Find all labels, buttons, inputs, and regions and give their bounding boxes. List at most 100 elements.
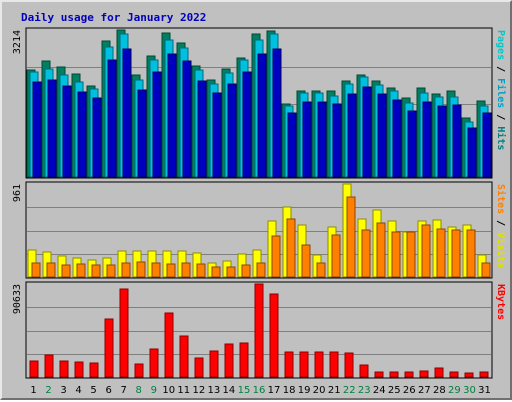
bar-visits-sites-day-21 <box>331 234 341 278</box>
bar-kbytes-kbytes-day-23 <box>359 364 369 378</box>
bar-visits-sites-day-26 <box>406 231 416 278</box>
bar-kbytes-kbytes-day-25 <box>389 371 399 378</box>
bar-hits-pages-day-23 <box>362 86 372 178</box>
day-label-31: 31 <box>478 385 491 396</box>
bar-hits-pages-day-22 <box>347 93 357 178</box>
bar-kbytes-kbytes-day-17 <box>269 293 279 378</box>
day-label-24: 24 <box>373 385 386 396</box>
day-label-12: 12 <box>193 385 206 396</box>
bar-kbytes-kbytes-day-8 <box>134 363 144 378</box>
bar-kbytes-kbytes-day-6 <box>104 318 114 378</box>
day-label-11: 11 <box>177 385 190 396</box>
side-legend-hits-part-1: / <box>495 60 506 78</box>
bar-kbytes-kbytes-day-16 <box>254 283 264 378</box>
day-label-7: 7 <box>121 385 127 396</box>
bar-visits-sites-day-13 <box>211 266 221 278</box>
bar-hits-pages-day-1 <box>32 81 42 178</box>
bar-hits-pages-day-12 <box>197 80 207 178</box>
side-legend-kbytes-part-0: KBytes <box>495 284 506 320</box>
bar-kbytes-kbytes-day-14 <box>224 343 234 378</box>
day-label-25: 25 <box>388 385 401 396</box>
bar-kbytes-kbytes-day-12 <box>194 357 204 378</box>
bar-visits-sites-day-9 <box>151 262 161 278</box>
bar-visits-sites-day-25 <box>391 231 401 278</box>
bar-visits-sites-day-3 <box>61 264 71 278</box>
day-label-14: 14 <box>223 385 236 396</box>
bar-kbytes-kbytes-day-2 <box>44 354 54 378</box>
bar-visits-sites-day-22 <box>346 196 356 278</box>
bar-visits-sites-day-6 <box>106 264 116 278</box>
bar-visits-sites-day-2 <box>46 262 56 278</box>
bar-hits-pages-day-6 <box>107 59 117 178</box>
side-legend-hits-part-0: Pages <box>495 30 506 60</box>
bar-kbytes-kbytes-day-31 <box>479 371 489 378</box>
bar-hits-pages-day-5 <box>92 97 102 178</box>
bar-hits-pages-day-4 <box>77 91 87 178</box>
bar-kbytes-kbytes-day-1 <box>29 360 39 378</box>
bar-hits-pages-day-31 <box>482 112 492 178</box>
day-label-18: 18 <box>283 385 296 396</box>
bar-visits-sites-day-30 <box>466 229 476 278</box>
bar-visits-sites-day-5 <box>91 264 101 278</box>
bar-kbytes-kbytes-day-11 <box>179 335 189 378</box>
day-label-19: 19 <box>298 385 311 396</box>
day-label-23: 23 <box>358 385 371 396</box>
day-label-8: 8 <box>136 385 142 396</box>
bar-visits-sites-day-24 <box>376 222 386 278</box>
bar-visits-sites-day-20 <box>316 262 326 278</box>
bar-kbytes-kbytes-day-29 <box>449 371 459 378</box>
bar-hits-pages-day-19 <box>302 101 312 178</box>
bar-hits-pages-day-27 <box>422 101 432 178</box>
bar-visits-sites-day-8 <box>136 261 146 278</box>
bar-hits-pages-day-9 <box>152 71 162 178</box>
bar-visits-sites-day-15 <box>241 264 251 278</box>
bar-hits-pages-day-17 <box>272 48 282 178</box>
side-legend-visits: Sites / Visits <box>495 184 507 268</box>
max-label-hits: 3214 <box>12 30 23 54</box>
bar-hits-pages-day-15 <box>242 71 252 178</box>
side-legend-visits-part-0: Sites <box>495 184 507 214</box>
bar-hits-pages-day-3 <box>62 85 72 178</box>
bar-kbytes-kbytes-day-13 <box>209 350 219 378</box>
bar-kbytes-kbytes-day-5 <box>89 362 99 378</box>
day-label-30: 30 <box>463 385 476 396</box>
side-legend-hits-part-2: Files <box>495 78 507 108</box>
day-label-4: 4 <box>75 385 81 396</box>
bar-visits-sites-day-18 <box>286 218 296 278</box>
side-legend-hits-part-4: Hits <box>495 126 507 150</box>
bar-kbytes-kbytes-day-9 <box>149 348 159 378</box>
day-label-21: 21 <box>328 385 341 396</box>
bar-visits-sites-day-28 <box>436 228 446 278</box>
bar-kbytes-kbytes-day-26 <box>404 371 414 378</box>
bar-kbytes-kbytes-day-28 <box>434 367 444 378</box>
day-label-5: 5 <box>90 385 96 396</box>
max-label-kbytes: 90633 <box>12 284 23 314</box>
day-label-1: 1 <box>30 385 36 396</box>
day-label-3: 3 <box>60 385 66 396</box>
bar-kbytes-kbytes-day-30 <box>464 372 474 378</box>
bar-kbytes-kbytes-day-24 <box>374 371 384 378</box>
bar-kbytes-kbytes-day-19 <box>299 351 309 378</box>
bar-hits-pages-day-11 <box>182 60 192 178</box>
bar-visits-sites-day-23 <box>361 229 371 278</box>
bar-kbytes-kbytes-day-10 <box>164 312 174 378</box>
bar-hits-pages-day-7 <box>122 48 132 178</box>
bar-kbytes-kbytes-day-3 <box>59 360 69 378</box>
side-legend-visits-part-1: / <box>495 214 506 232</box>
bar-hits-pages-day-24 <box>377 93 387 178</box>
bar-kbytes-kbytes-day-21 <box>329 351 339 378</box>
day-label-20: 20 <box>313 385 326 396</box>
bar-hits-pages-day-21 <box>332 103 342 178</box>
bar-visits-sites-day-11 <box>181 262 191 278</box>
day-label-28: 28 <box>433 385 446 396</box>
bar-visits-sites-day-17 <box>271 235 281 278</box>
day-label-17: 17 <box>268 385 281 396</box>
bar-visits-sites-day-29 <box>451 229 461 278</box>
day-label-16: 16 <box>253 385 266 396</box>
day-label-13: 13 <box>208 385 221 396</box>
bar-visits-sites-day-1 <box>31 262 41 278</box>
bar-hits-pages-day-20 <box>317 101 327 178</box>
day-label-26: 26 <box>403 385 416 396</box>
side-legend-hits: Pages / Files / Hits <box>495 30 507 150</box>
